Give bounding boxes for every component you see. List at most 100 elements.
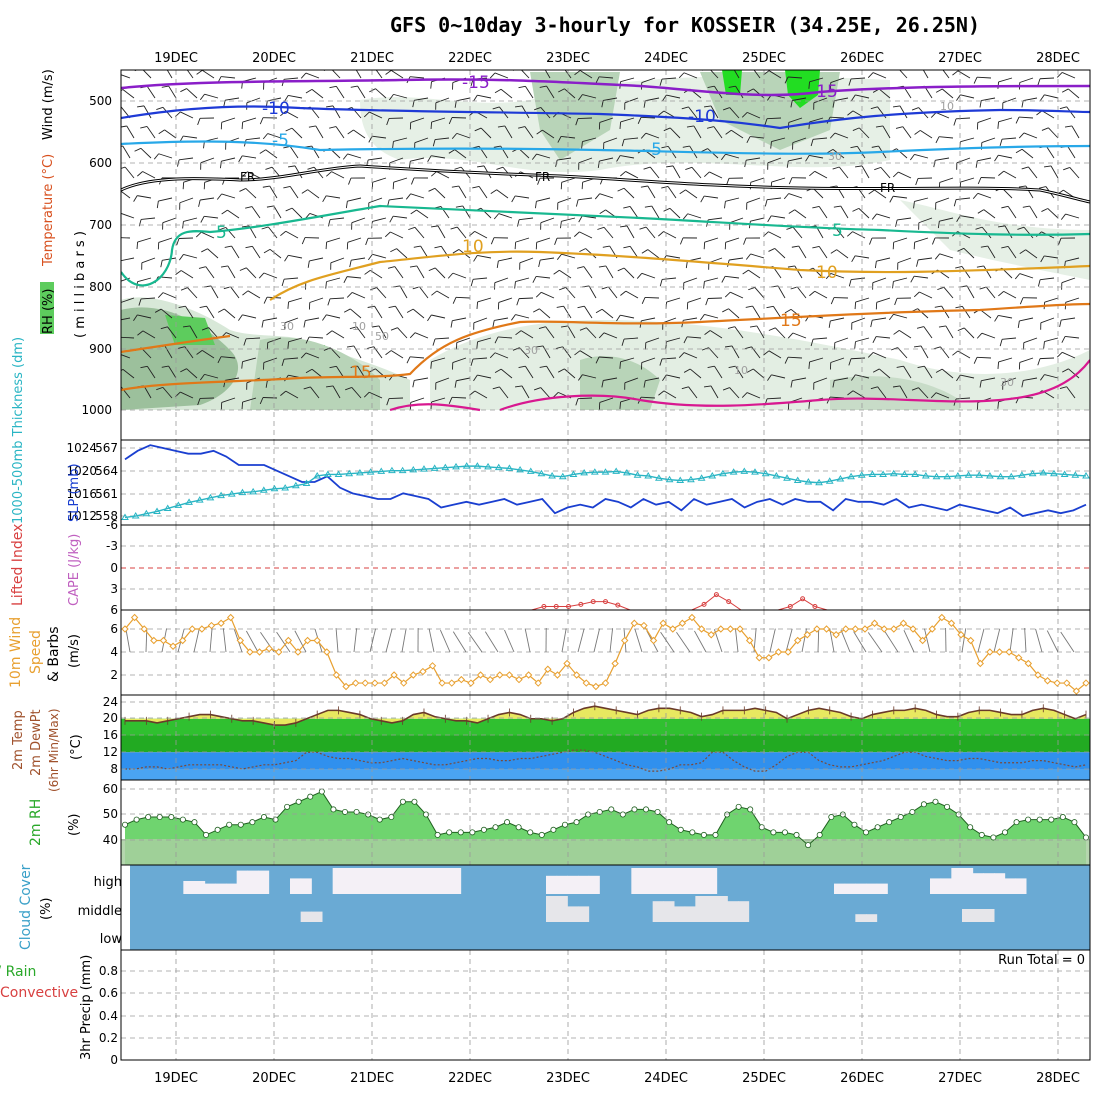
wind-barb [268,226,278,239]
wind-barb [378,325,387,339]
wind10-barb [840,629,851,653]
wind-barb [414,227,425,239]
wind-barb-flag [557,368,565,373]
rh-point [608,806,615,813]
wind-barb-flag [492,320,495,328]
wind-barb-flag [322,314,327,321]
wind-barb [180,270,194,279]
wind-barb [935,392,950,399]
wind-barb-flag [597,160,600,169]
date-tick-label: 20DEC [252,51,296,66]
wind-barb-flag [134,147,142,152]
wind-barb [518,297,534,300]
thickness-point [270,484,279,492]
wind-barb [880,167,891,179]
wind10-point [188,625,196,633]
wind-barb-flag [598,265,606,268]
wind-barb [221,157,236,162]
date-tick-label: 22DEC [448,1071,492,1086]
wind-barb [960,94,975,99]
wind-barb-flag [539,365,547,368]
wind-barb [520,330,534,339]
wind-barb-flag [744,346,752,350]
contour-label: 30 [280,320,294,333]
thickness-point [569,470,578,477]
thickness-point [516,465,524,473]
wind-barb-flag [410,209,417,215]
wind-barb-flag [641,297,646,305]
wind-barb [227,209,240,219]
wind-barb-flag [431,171,437,177]
wind-barb [855,297,870,303]
li-point [553,604,559,609]
wind-barb-flag [177,346,185,349]
wind-barb-flag [973,357,978,364]
wind-barb-flag [997,121,999,129]
wind-barb [326,277,341,283]
wind-barb-flag [369,287,377,291]
wind-barb [536,153,551,159]
wind-barb [603,377,618,381]
precip-grid [121,950,1090,1060]
wind-barb-flag [896,365,904,368]
wind-barb [477,297,492,303]
wind-barb-flag [243,338,247,346]
wind-barb-flag [266,205,274,208]
wind10-point [899,619,908,627]
wind10-barb [713,629,723,653]
rh-point [1036,816,1043,823]
wind10-point [669,625,677,633]
wind-barb-flag [560,221,562,229]
wind-barb [683,72,698,79]
wind-barb [309,336,324,339]
wind-barb-flag [870,386,878,390]
cloud-cell [642,868,654,894]
wind-barb [919,130,933,139]
cloud-cell [962,909,974,922]
temp-fill [121,702,1090,780]
wind-barb [667,186,677,199]
wind-barb-flag [997,361,1000,369]
wind-barb [1040,317,1055,324]
wind-barb-flag [450,320,453,328]
rh-point [504,819,511,826]
wind-barb [771,177,786,183]
wind-barb [809,357,824,363]
wind-barb [998,315,1013,319]
thickness-point [729,468,738,475]
wind-barb [731,129,744,139]
wind-barb-flag [1062,368,1069,373]
wind-barb [431,314,446,319]
wind-barb-flag [707,85,715,89]
wind-barb-flag [741,392,748,398]
wind10-panel: 642 10m Wind Speed & Barbs (m/s) [8,609,1091,696]
wind-barb-flag [241,361,243,369]
axis-tick-label: 700 [89,218,112,232]
wind-barb-flag [307,166,315,170]
wind-barb [666,297,681,303]
axis-tick-label: 1016 [66,487,97,501]
li-point [713,592,719,598]
li-point [615,602,621,608]
cloud-cell [194,881,206,894]
wind10-point [909,625,917,633]
wind-barb-flag [430,122,433,130]
wind-barb-flag [805,155,810,162]
cloud-cell [300,878,312,894]
wind-barb [752,368,765,379]
wind-barb-flag [620,290,627,296]
wind-barb-flag [327,298,331,306]
axis-tick-label: 0.8 [99,964,118,978]
cloud-cell [834,883,846,894]
wind-barb [752,305,761,319]
wind10-barb [593,628,600,653]
dewpoint-line [125,749,1087,772]
wind-barb [477,374,492,379]
wind-barb-flag [937,221,940,229]
wind-barb [561,217,576,222]
wind-barb-flag [741,112,748,118]
wind-barb-flag [768,248,775,252]
wind10-barb [903,630,915,653]
wind-barb [431,117,446,123]
